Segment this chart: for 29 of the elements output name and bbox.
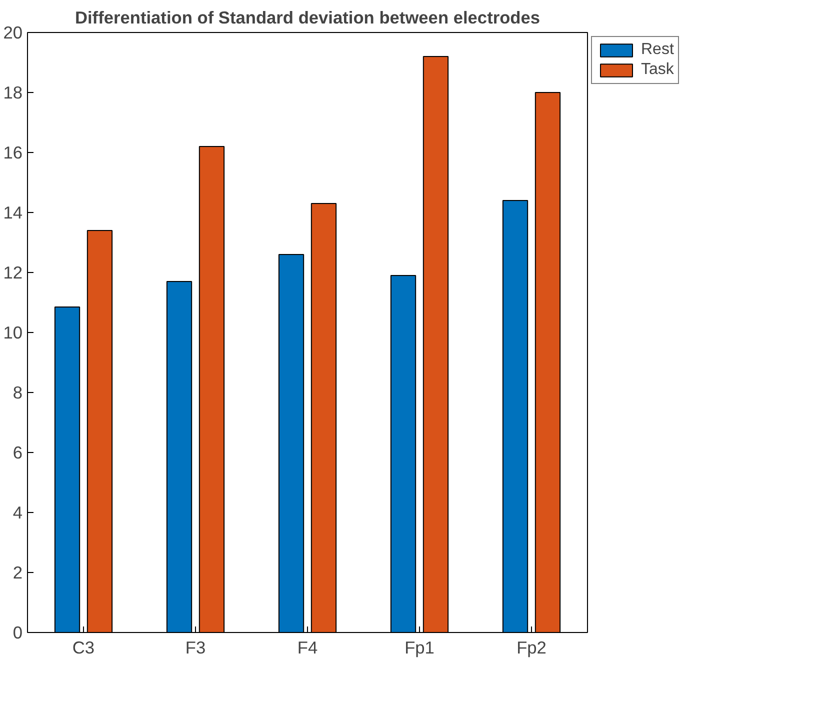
bar xyxy=(310,203,337,632)
bar xyxy=(86,230,113,632)
bar xyxy=(278,254,304,632)
chart-title: Differentiation of Standard deviation between electrodes xyxy=(74,8,540,28)
bar xyxy=(422,56,449,632)
y-tick-label: 8 xyxy=(12,382,23,402)
bar xyxy=(198,146,225,632)
bar xyxy=(166,281,192,632)
x-tick-label: Fp2 xyxy=(516,638,546,658)
y-tick-label: 14 xyxy=(3,202,23,222)
y-tick-label: 20 xyxy=(3,22,23,42)
legend-label: Rest xyxy=(641,41,674,59)
bar xyxy=(502,200,528,632)
bar xyxy=(390,275,416,632)
y-tick-label: 12 xyxy=(3,262,23,282)
x-tick-label: C3 xyxy=(72,638,95,658)
x-tick-label: F4 xyxy=(297,638,318,658)
x-tick-label: Fp1 xyxy=(404,638,434,658)
legend-label: Task xyxy=(641,61,674,79)
x-tick-label: F3 xyxy=(185,638,206,658)
y-tick-label: 18 xyxy=(3,82,23,102)
bar xyxy=(54,306,80,632)
bar xyxy=(534,92,561,632)
y-tick-label: 6 xyxy=(12,442,23,462)
y-tick-label: 2 xyxy=(12,562,23,582)
y-tick-label: 4 xyxy=(12,502,23,522)
y-tick-label: 10 xyxy=(3,322,23,342)
y-tick-label: 0 xyxy=(12,622,23,642)
y-tick-label: 16 xyxy=(3,142,23,162)
